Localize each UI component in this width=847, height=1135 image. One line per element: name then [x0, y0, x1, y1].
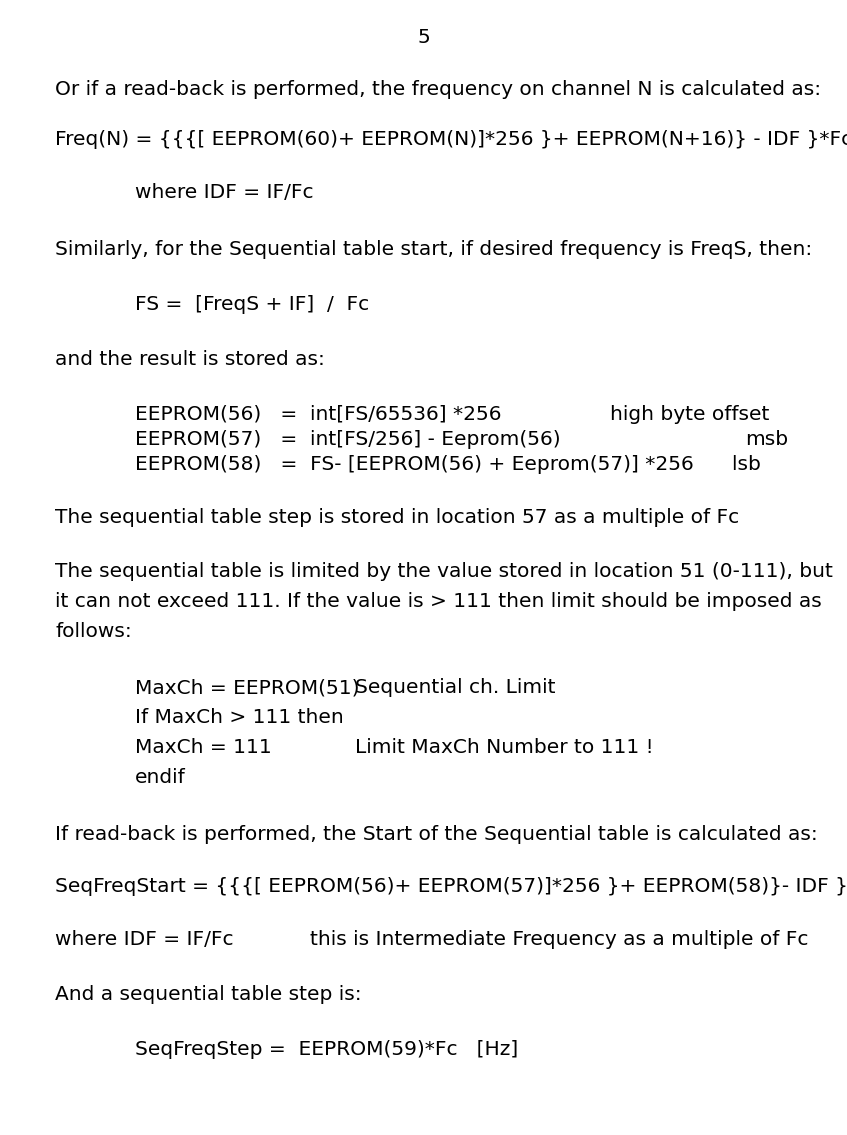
Text: endif: endif — [135, 768, 185, 787]
Text: EEPROM(58)   =  FS- [EEPROM(56) + Eeprom(57)] *256      lsb: EEPROM(58) = FS- [EEPROM(56) + Eeprom(57… — [135, 455, 761, 474]
Text: EEPROM(56)   =  int[FS/65536] *256: EEPROM(56) = int[FS/65536] *256 — [135, 405, 501, 424]
Text: follows:: follows: — [55, 622, 132, 641]
Text: MaxCh = EEPROM(51): MaxCh = EEPROM(51) — [135, 678, 359, 697]
Text: where IDF = IF/Fc: where IDF = IF/Fc — [135, 183, 313, 202]
Text: If read-back is performed, the Start of the Sequential table is calculated as:: If read-back is performed, the Start of … — [55, 825, 817, 844]
Text: If MaxCh > 111 then: If MaxCh > 111 then — [135, 708, 344, 728]
Text: and the result is stored as:: and the result is stored as: — [55, 350, 325, 369]
Text: The sequential table is limited by the value stored in location 51 (0-111), but: The sequential table is limited by the v… — [55, 562, 833, 581]
Text: The sequential table step is stored in location 57 as a multiple of Fc: The sequential table step is stored in l… — [55, 508, 739, 527]
Text: it can not exceed 111. If the value is > 111 then limit should be imposed as: it can not exceed 111. If the value is >… — [55, 592, 822, 611]
Text: msb: msb — [745, 430, 788, 449]
Text: this is Intermediate Frequency as a multiple of Fc: this is Intermediate Frequency as a mult… — [310, 930, 808, 949]
Text: And a sequential table step is:: And a sequential table step is: — [55, 985, 362, 1004]
Text: Limit MaxCh Number to 111 !: Limit MaxCh Number to 111 ! — [355, 738, 654, 757]
Text: FS =  [FreqS + IF]  /  Fc: FS = [FreqS + IF] / Fc — [135, 295, 369, 314]
Text: Sequential ch. Limit: Sequential ch. Limit — [355, 678, 556, 697]
Text: Or if a read-back is performed, the frequency on channel N is calculated as:: Or if a read-back is performed, the freq… — [55, 79, 821, 99]
Text: MaxCh = 111: MaxCh = 111 — [135, 738, 272, 757]
Text: Similarly, for the Sequential table start, if desired frequency is FreqS, then:: Similarly, for the Sequential table star… — [55, 239, 812, 259]
Text: 5: 5 — [417, 28, 430, 47]
Text: Freq(N) = {{{[ EEPROM(60)+ EEPROM(N)]*256 }+ EEPROM(N+16)} - IDF }*Fc  Hz: Freq(N) = {{{[ EEPROM(60)+ EEPROM(N)]*25… — [55, 131, 847, 149]
Text: SeqFreqStart = {{{[ EEPROM(56)+ EEPROM(57)]*256 }+ EEPROM(58)}- IDF }*Fc: SeqFreqStart = {{{[ EEPROM(56)+ EEPROM(5… — [55, 877, 847, 896]
Text: EEPROM(57)   =  int[FS/256] - Eeprom(56): EEPROM(57) = int[FS/256] - Eeprom(56) — [135, 430, 561, 449]
Text: where IDF = IF/Fc: where IDF = IF/Fc — [55, 930, 234, 949]
Text: high byte offset: high byte offset — [610, 405, 769, 424]
Text: SeqFreqStep =  EEPROM(59)*Fc   [Hz]: SeqFreqStep = EEPROM(59)*Fc [Hz] — [135, 1040, 518, 1059]
